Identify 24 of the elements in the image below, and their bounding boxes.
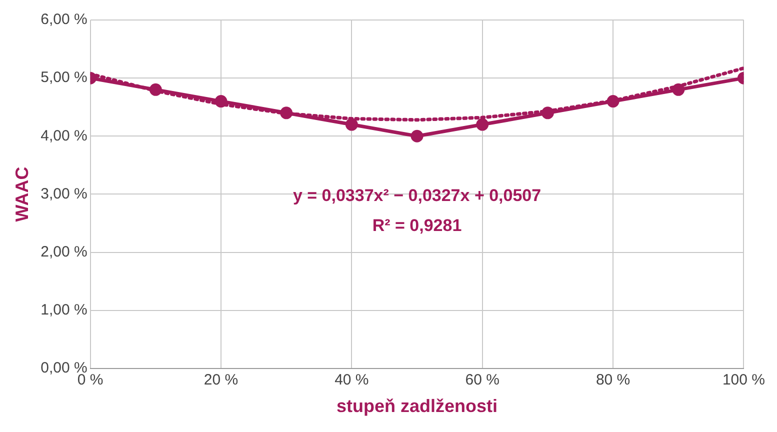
point [606, 95, 620, 108]
point [214, 95, 228, 108]
point [541, 106, 554, 120]
y-tick-label: 1,00 % [40, 301, 88, 318]
point [476, 118, 489, 131]
annotation: y = 0,0337x² − 0,0327x + 0,0507 [292, 186, 542, 206]
x-axis-title: stupeň zadlženosti [336, 396, 498, 416]
x-tick-label: 20 % [204, 372, 238, 389]
point [280, 106, 293, 120]
point [672, 83, 685, 96]
y-tick-label: 6,00 % [40, 11, 88, 28]
x-tick-label: 40 % [334, 372, 369, 389]
y-tick-label: 5,00 % [40, 69, 88, 86]
y-tick-label: 3,00 % [40, 185, 88, 202]
y-tick-label: 4,00 % [40, 127, 88, 144]
point [345, 118, 358, 131]
point [149, 83, 162, 96]
y-axis-title: WAAC [12, 166, 32, 222]
y-tick-label: 2,00 % [40, 243, 88, 260]
annotation: R² = 0,9281 [372, 216, 462, 236]
x-tick-label: 80 % [596, 372, 630, 389]
x-tick-label: 60 % [465, 372, 500, 389]
x-tick-label: 100 % [722, 372, 766, 389]
point [410, 130, 424, 142]
